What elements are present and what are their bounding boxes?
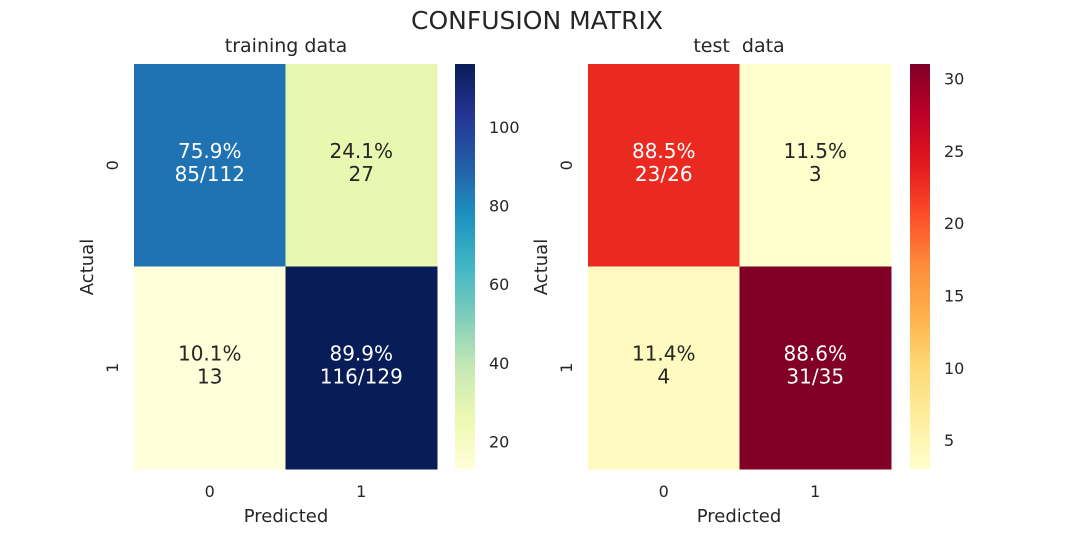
test-cell-label: 23/26 — [635, 162, 693, 186]
training-heatmap-y-ticks: 01 — [103, 160, 122, 373]
training-y-tick-label: 0 — [103, 160, 122, 170]
test-colorbar-ticks: 5 10 15 20 25 30 — [944, 69, 964, 450]
training-cell-label: 27 — [349, 162, 374, 186]
test-x-tick-label: 0 — [659, 482, 669, 501]
test-cell-rect — [588, 64, 740, 267]
test-colorbar-tick-label: 30 — [944, 69, 964, 88]
test-colorbar-tick-label: 20 — [944, 214, 964, 233]
training-colorbar-tick-label: 80 — [489, 197, 509, 216]
training-cell: 10.1%13 — [134, 266, 286, 470]
training-heatmap-title: training data — [225, 35, 347, 57]
training-cell: 24.1%27 — [285, 64, 438, 267]
test-heatmap-ylabel: Actual — [531, 239, 552, 295]
training-heatmap-panel: training data 75.9%85/11224.1%2710.1%138… — [77, 35, 520, 527]
test-cell-rect — [739, 64, 892, 267]
test-cell-label: 3 — [809, 162, 822, 186]
training-cell-rect — [134, 64, 286, 267]
test-cell-label: 11.5% — [783, 139, 847, 163]
training-cell-label: 89.9% — [329, 341, 393, 365]
training-colorbar: 20 40 60 80 100 — [455, 64, 520, 469]
test-cell: 88.5%23/26 — [588, 64, 740, 267]
test-cell: 11.5%3 — [739, 64, 892, 267]
test-y-tick-label: 0 — [557, 160, 576, 170]
training-colorbar-tick-label: 100 — [489, 118, 520, 137]
test-cell-label: 31/35 — [786, 364, 844, 388]
training-heatmap-ylabel: Actual — [77, 239, 98, 295]
training-cell-rect — [134, 266, 286, 470]
figure-title: CONFUSION MATRIX — [411, 6, 663, 35]
training-cell-label: 75.9% — [178, 139, 242, 163]
test-colorbar-tick-label: 5 — [944, 431, 954, 450]
test-cell-rect — [588, 266, 740, 470]
test-heatmap-y-ticks: 01 — [557, 160, 576, 373]
test-cell-label: 88.5% — [632, 139, 696, 163]
training-y-tick-label: 1 — [103, 363, 122, 373]
test-colorbar: 5 10 15 20 25 30 — [910, 64, 964, 469]
training-heatmap-xlabel: Predicted — [244, 506, 329, 527]
test-x-tick-label: 1 — [810, 482, 820, 501]
test-cell-label: 88.6% — [783, 341, 847, 365]
test-heatmap-title: test data — [693, 35, 784, 57]
test-cell-label: 4 — [657, 364, 670, 388]
training-cell-label: 116/129 — [320, 364, 403, 388]
test-cell-label: 11.4% — [632, 341, 696, 365]
training-colorbar-tick-label: 60 — [489, 275, 509, 294]
training-colorbar-gradient — [455, 64, 475, 469]
training-cell-label: 24.1% — [329, 139, 393, 163]
test-cell-rect — [739, 266, 892, 470]
training-colorbar-tick-label: 40 — [489, 354, 509, 373]
training-cell-label: 10.1% — [178, 341, 242, 365]
training-cell: 75.9%85/112 — [134, 64, 286, 267]
test-colorbar-tick-label: 15 — [944, 286, 964, 305]
test-y-tick-label: 1 — [557, 363, 576, 373]
training-cell: 89.9%116/129 — [285, 266, 438, 470]
test-cell: 88.6%31/35 — [739, 266, 892, 470]
training-x-tick-label: 0 — [205, 482, 215, 501]
training-cell-label: 85/112 — [175, 162, 245, 186]
training-x-tick-label: 1 — [356, 482, 366, 501]
test-heatmap-panel: test data 88.5%23/2611.5%311.4%488.6%31/… — [531, 35, 964, 527]
test-colorbar-gradient — [910, 64, 930, 469]
test-colorbar-tick-label: 25 — [944, 142, 964, 161]
training-cell-label: 13 — [197, 364, 222, 388]
training-cell-rect — [285, 64, 438, 267]
training-colorbar-ticks: 20 40 60 80 100 — [489, 118, 520, 452]
training-colorbar-tick-label: 20 — [489, 432, 509, 451]
test-colorbar-tick-label: 10 — [944, 359, 964, 378]
test-heatmap-xlabel: Predicted — [697, 506, 782, 527]
test-cell: 11.4%4 — [588, 266, 740, 470]
training-cell-rect — [285, 266, 438, 470]
